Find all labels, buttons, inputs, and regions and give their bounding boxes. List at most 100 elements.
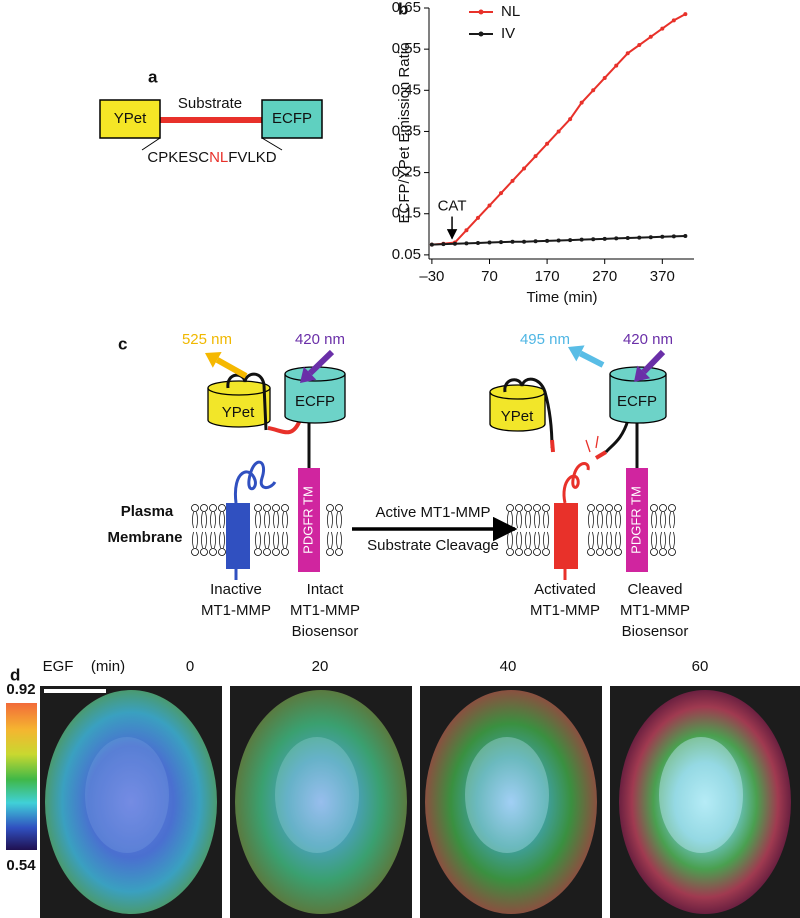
- lipid-head: [659, 548, 667, 556]
- lipid-tail: [327, 511, 333, 529]
- chart: 0.05 0.15 0.25 0.35 0.45 0.55 0.65 –30 70 170 270 3…: [392, 0, 694, 285]
- data-point: [522, 166, 527, 171]
- data-point: [648, 34, 653, 39]
- ypet-tether: [503, 377, 554, 449]
- light-arrowhead: [634, 365, 651, 382]
- lipid-head: [218, 504, 226, 512]
- data-point: [591, 88, 596, 93]
- data-point: [671, 18, 676, 23]
- y-tick-label: 0.35: [392, 122, 421, 139]
- x-tick-label: 70: [481, 268, 498, 285]
- process-label: Substrate Cleavage: [367, 537, 499, 554]
- emission-label: 495 nm: [520, 331, 570, 348]
- panel-label: a: [148, 67, 158, 86]
- lipid-head: [614, 504, 622, 512]
- data-point: [602, 75, 607, 80]
- light-arrowhead: [568, 345, 585, 362]
- data-point: [441, 242, 446, 247]
- cylinder: [284, 374, 346, 424]
- lipid-tail: [219, 531, 225, 549]
- emission-label: 525 nm: [182, 331, 232, 348]
- nucleus: [465, 737, 549, 853]
- x-tick-label: 270: [592, 268, 617, 285]
- data-point: [683, 12, 688, 17]
- lipid-tail: [219, 511, 225, 529]
- lipid-tail: [660, 531, 666, 549]
- lipid-head: [263, 504, 271, 512]
- lipid-head: [542, 548, 550, 556]
- lipid-head: [614, 548, 622, 556]
- lipid-tail: [534, 511, 540, 529]
- lipid-tail: [210, 531, 216, 549]
- lipid-head: [533, 504, 541, 512]
- lipid-tail: [255, 531, 261, 549]
- data-point: [637, 235, 642, 240]
- ypet-tether: [226, 372, 268, 431]
- x-tick-label: 170: [535, 268, 560, 285]
- sensor-label: MT1-MMP: [620, 602, 690, 619]
- sensor-label: MT1-MMP: [290, 602, 360, 619]
- sequence-part: CPKESC: [147, 149, 209, 166]
- lipid-tail: [192, 531, 198, 549]
- data-point: [452, 241, 457, 246]
- lipid-tail: [615, 511, 621, 529]
- data-point: [545, 141, 550, 146]
- substrate-loop: [562, 462, 590, 504]
- box-label: ECFP: [272, 110, 312, 127]
- y-tick-label: 0.05: [392, 246, 421, 263]
- lipid-tail: [507, 531, 513, 549]
- lipid-head: [515, 548, 523, 556]
- lipid-tail: [273, 531, 279, 549]
- membrane-label: Membrane: [107, 529, 182, 546]
- data-point: [487, 203, 492, 208]
- lipid-tail: [606, 531, 612, 549]
- lipid-head: [335, 548, 343, 556]
- data-point: [522, 239, 527, 244]
- x-axis-label: Time (min): [526, 289, 597, 306]
- lipid-head: [605, 504, 613, 512]
- light-arrowhead: [300, 366, 317, 383]
- data-point: [648, 235, 653, 240]
- connector: [141, 137, 161, 151]
- lipid-tail: [615, 531, 621, 549]
- sequence-part: FVLKD: [228, 149, 277, 166]
- lipid-tail: [192, 511, 198, 529]
- lipid-tail: [588, 531, 594, 549]
- sensor-label: Biosensor: [292, 623, 359, 640]
- data-point: [591, 237, 596, 242]
- lipid-head: [191, 504, 199, 512]
- y-tick-label: 0.15: [392, 205, 421, 222]
- excitation-label: 420 nm: [295, 331, 345, 348]
- sequence-site: NL: [209, 149, 228, 166]
- nucleus: [659, 737, 743, 853]
- lipid-head: [650, 548, 658, 556]
- anchor-label: PDGFR TM: [628, 486, 643, 554]
- light-arrow: [641, 349, 666, 375]
- sequence: CPKESCNLFVLKD: [147, 149, 276, 166]
- linker-label: Substrate: [178, 95, 242, 112]
- cell: [425, 690, 597, 914]
- lipid-head: [515, 504, 523, 512]
- ecfp-box: [261, 99, 323, 139]
- lipid-tail: [516, 531, 522, 549]
- lipid-head: [659, 504, 667, 512]
- data-point: [625, 51, 630, 56]
- lipid-head: [533, 548, 541, 556]
- colorbar-min: 0.54: [6, 857, 36, 874]
- lipid-head: [650, 504, 658, 512]
- lipid-tail: [201, 511, 207, 529]
- fluorophore-label: ECFP: [295, 393, 335, 410]
- data-point: [499, 240, 504, 245]
- nucleus: [85, 737, 169, 853]
- lipid-tail: [327, 531, 333, 549]
- lipid-head: [209, 548, 217, 556]
- annotation: CAT: [438, 198, 467, 215]
- cylinder: [207, 388, 271, 428]
- x-tick-label: 370: [650, 268, 675, 285]
- mt1-mmp-active: [554, 503, 578, 569]
- panel-label: b: [398, 0, 408, 18]
- panel-label: c: [118, 334, 127, 353]
- cell: [235, 690, 407, 914]
- lipid-tail: [264, 531, 270, 549]
- data-point: [683, 233, 688, 238]
